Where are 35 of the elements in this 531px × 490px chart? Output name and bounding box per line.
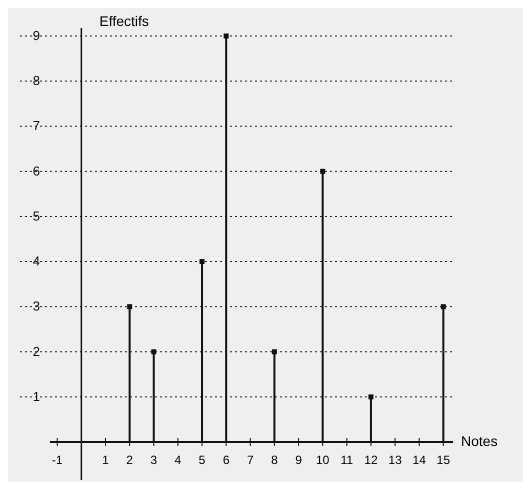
- point: [368, 394, 374, 400]
- x-tick-label: 12: [364, 453, 378, 467]
- x-tick-label: 3: [150, 453, 158, 467]
- y-tick-label: 4: [32, 254, 40, 269]
- x-tick-label: 1: [102, 453, 110, 467]
- x-tick-label: 7: [246, 453, 254, 467]
- y-axis-title: Effectifs: [99, 13, 149, 29]
- y-tick-label: 6: [32, 163, 40, 178]
- x-tick-label: -1: [52, 453, 63, 467]
- x-tick-label: 5: [198, 453, 206, 467]
- y-tick-label: 3: [32, 298, 40, 314]
- y-tick-label: 5: [32, 208, 40, 224]
- x-tick-label: 10: [316, 453, 330, 467]
- x-tick-label: 2: [126, 453, 134, 467]
- point: [224, 34, 229, 38]
- point: [151, 349, 156, 354]
- x-tick-label: 9: [295, 453, 302, 467]
- point: [127, 304, 132, 310]
- point: [200, 259, 205, 264]
- x-tick-label: 6: [222, 453, 230, 467]
- point: [272, 349, 277, 354]
- y-tick-label: 8: [32, 73, 40, 88]
- x-tick-label: 8: [271, 453, 278, 467]
- y-tick-label: 2: [32, 344, 40, 359]
- x-tick-label: 4: [174, 453, 182, 467]
- x-axis-title: Notes: [461, 433, 498, 449]
- x-tick-label: 15: [436, 453, 450, 467]
- x-tick-label: 11: [340, 453, 354, 467]
- x-tick-label: 14: [412, 453, 426, 467]
- x-tick-label: 13: [388, 453, 402, 467]
- point: [440, 304, 446, 310]
- y-tick-label: 7: [32, 118, 40, 134]
- point: [320, 168, 326, 174]
- y-tick-label: 1: [32, 388, 40, 404]
- y-tick-label: 9: [32, 28, 40, 43]
